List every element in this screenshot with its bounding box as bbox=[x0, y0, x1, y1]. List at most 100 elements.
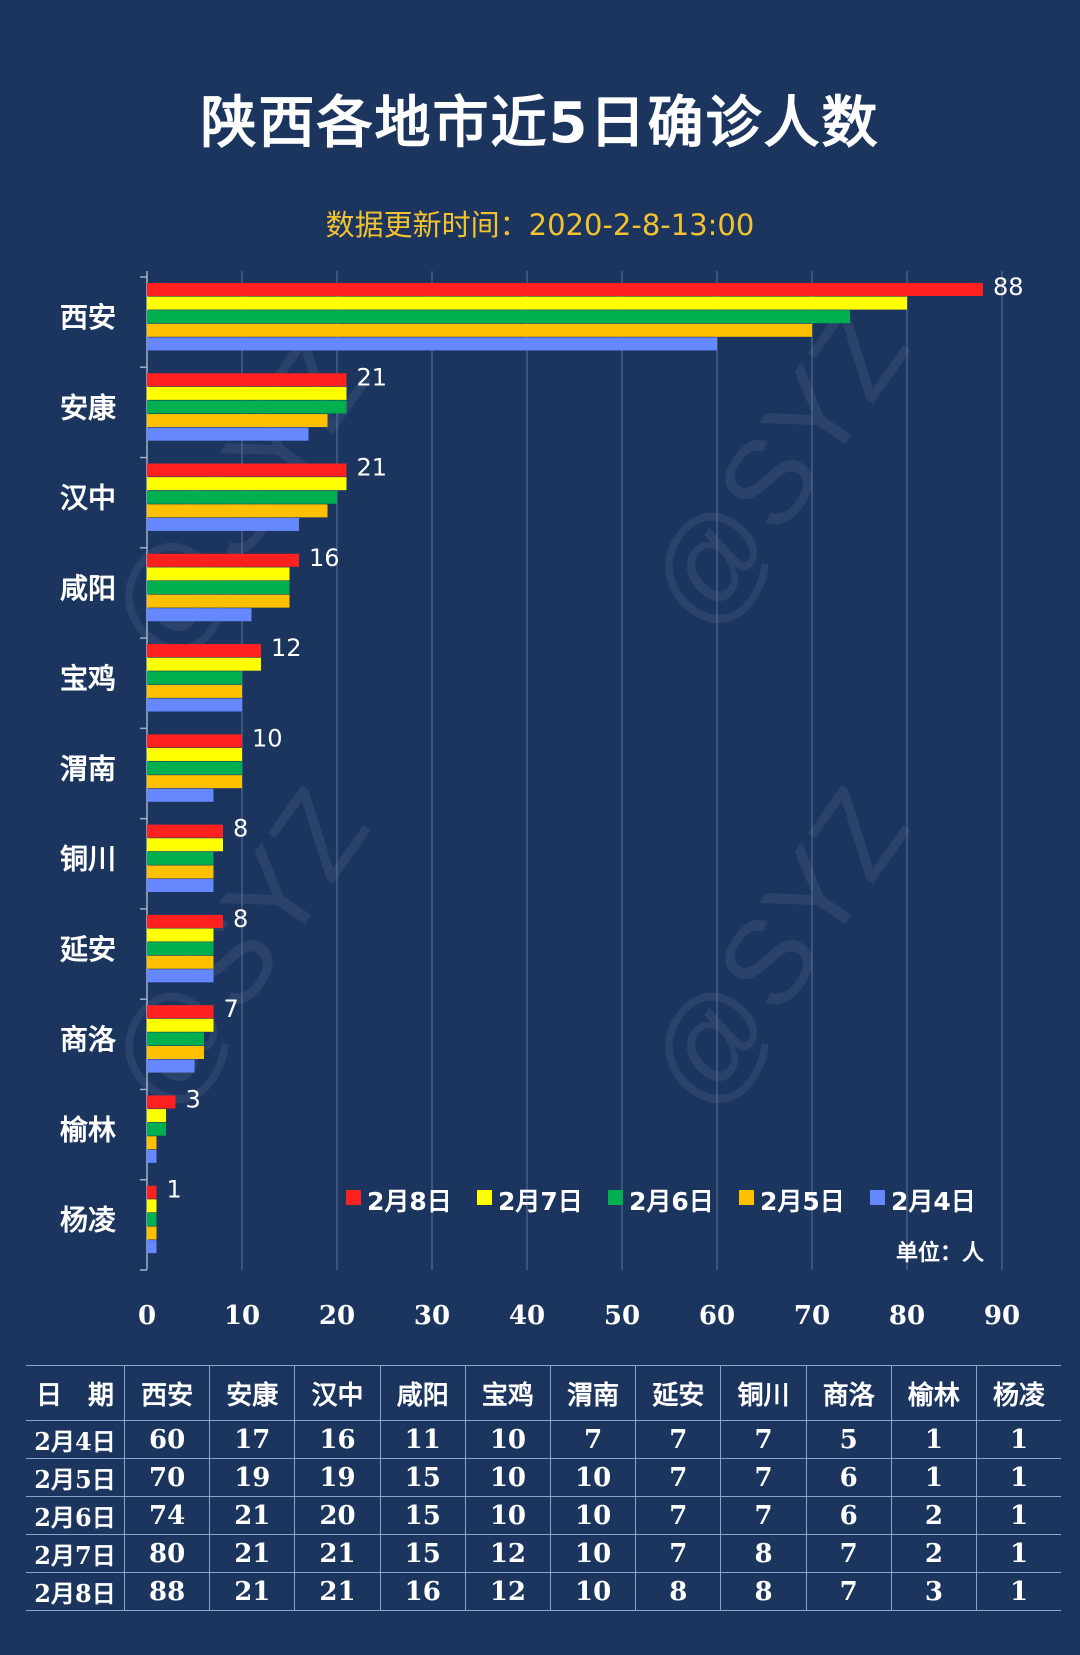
bar bbox=[147, 477, 347, 491]
bar bbox=[147, 283, 983, 296]
bar bbox=[147, 1226, 157, 1240]
update-time: 数据更新时间：2020-2-8-13:00 bbox=[325, 208, 755, 242]
table-cell: 5 bbox=[805, 1420, 892, 1459]
table-cell: 7 bbox=[720, 1496, 807, 1535]
x-tick-label: 0 bbox=[138, 1301, 156, 1331]
table-cell: 7 bbox=[805, 1534, 892, 1573]
bar bbox=[147, 400, 347, 414]
bar bbox=[147, 337, 717, 351]
table-cell: 2月5日 bbox=[26, 1458, 125, 1497]
category-label: 杨凌 bbox=[60, 1204, 117, 1237]
bar bbox=[147, 1045, 204, 1059]
bar bbox=[147, 1059, 195, 1073]
table-cell: 21 bbox=[294, 1534, 381, 1573]
table-cell: 70 bbox=[123, 1458, 211, 1497]
data-label: 12 bbox=[271, 634, 302, 662]
bar bbox=[147, 463, 347, 477]
table-cell: 7 bbox=[635, 1534, 722, 1573]
table-cell: 6 bbox=[805, 1496, 892, 1535]
category-label: 铜川 bbox=[60, 843, 116, 876]
data-label: 7 bbox=[224, 995, 239, 1023]
table-cell: 16 bbox=[379, 1572, 466, 1611]
table-cell: 60 bbox=[123, 1420, 211, 1459]
table-cell: 10 bbox=[550, 1496, 637, 1535]
bar bbox=[147, 671, 242, 685]
table-cell: 15 bbox=[379, 1458, 466, 1497]
table-header-cell: 安康 bbox=[209, 1365, 296, 1421]
table-cell: 7 bbox=[635, 1458, 722, 1497]
table-row: 2月8日 88 21 21 16 12 10 8 8 7 3 1 bbox=[26, 1572, 1061, 1611]
bar bbox=[147, 296, 907, 310]
bar bbox=[147, 761, 242, 775]
table-header-cell: 渭南 bbox=[550, 1365, 637, 1421]
legend-swatch bbox=[739, 1190, 754, 1205]
table-cell: 10 bbox=[464, 1458, 552, 1497]
bar bbox=[147, 734, 242, 748]
bar bbox=[147, 1136, 157, 1150]
table-cell: 10 bbox=[464, 1496, 552, 1535]
x-tick-label: 70 bbox=[794, 1301, 830, 1331]
data-label: 21 bbox=[357, 363, 388, 391]
data-label: 16 bbox=[309, 544, 340, 572]
legend-swatch bbox=[477, 1190, 492, 1205]
chart-title: 陕西各地市近5日确诊人数 bbox=[200, 91, 880, 156]
x-tick-label: 60 bbox=[699, 1301, 735, 1331]
legend-label: 2月6日 bbox=[629, 1187, 714, 1216]
bar bbox=[147, 684, 242, 698]
x-tick-label: 20 bbox=[319, 1301, 355, 1331]
table-cell: 15 bbox=[379, 1534, 466, 1573]
category-label: 渭南 bbox=[60, 752, 116, 785]
table-cell: 7 bbox=[550, 1420, 637, 1459]
table-cell: 10 bbox=[550, 1534, 637, 1573]
bar bbox=[147, 490, 337, 504]
bar bbox=[147, 879, 214, 893]
table-header-cell: 榆林 bbox=[890, 1365, 978, 1421]
bar bbox=[147, 594, 290, 608]
table-header-cell: 宝鸡 bbox=[464, 1365, 552, 1421]
bar bbox=[147, 1199, 157, 1213]
bar bbox=[147, 608, 252, 622]
table-cell: 2 bbox=[890, 1496, 978, 1535]
data-label: 8 bbox=[233, 905, 248, 933]
bar bbox=[147, 747, 242, 761]
table-cell: 88 bbox=[123, 1572, 211, 1611]
data-label: 88 bbox=[993, 273, 1024, 301]
table-row: 2月6日 74 21 20 15 10 10 7 7 6 2 1 bbox=[26, 1496, 1061, 1535]
x-tick-label: 30 bbox=[414, 1301, 450, 1331]
bar bbox=[147, 851, 214, 865]
bar bbox=[147, 310, 850, 324]
legend-label: 2月4日 bbox=[891, 1187, 976, 1216]
table-cell: 8 bbox=[720, 1572, 807, 1611]
bar bbox=[147, 581, 290, 595]
table-cell: 21 bbox=[209, 1572, 296, 1611]
table-cell: 10 bbox=[464, 1420, 552, 1459]
table-cell: 1 bbox=[976, 1572, 1061, 1611]
category-label: 咸阳 bbox=[60, 572, 116, 605]
table-cell: 21 bbox=[294, 1572, 381, 1611]
table-cell: 3 bbox=[890, 1572, 978, 1611]
table-cell: 1 bbox=[890, 1420, 978, 1459]
table-row: 2月5日 70 19 19 15 10 10 7 7 6 1 1 bbox=[26, 1458, 1061, 1497]
bar bbox=[147, 969, 214, 983]
category-label: 西安 bbox=[60, 301, 116, 334]
legend-label: 2月5日 bbox=[760, 1187, 845, 1216]
category-label: 延安 bbox=[59, 933, 116, 966]
x-tick-label: 10 bbox=[224, 1301, 260, 1331]
table-header-cell: 商洛 bbox=[805, 1365, 892, 1421]
bar bbox=[147, 824, 223, 838]
x-tick-label: 90 bbox=[984, 1301, 1020, 1331]
data-table: 日 期西安 安康 汉中 咸阳 宝鸡 渭南 延安 铜川 商洛 榆林 杨凌 2月4日 60 17 16 11 10… bbox=[26, 1365, 1061, 1611]
table-cell: 12 bbox=[464, 1572, 552, 1611]
bar bbox=[147, 838, 223, 852]
table-header-cell: 延安 bbox=[635, 1365, 722, 1421]
bar bbox=[147, 567, 290, 581]
table-cell: 20 bbox=[294, 1496, 381, 1535]
table-cell: 1 bbox=[890, 1458, 978, 1497]
bar bbox=[147, 1018, 214, 1032]
table-cell: 7 bbox=[805, 1572, 892, 1611]
category-label: 宝鸡 bbox=[60, 662, 116, 695]
table-cell: 21 bbox=[209, 1534, 296, 1573]
table-cell: 12 bbox=[464, 1534, 552, 1573]
table-cell: 10 bbox=[550, 1572, 637, 1611]
table-cell: 2月7日 bbox=[26, 1534, 125, 1573]
